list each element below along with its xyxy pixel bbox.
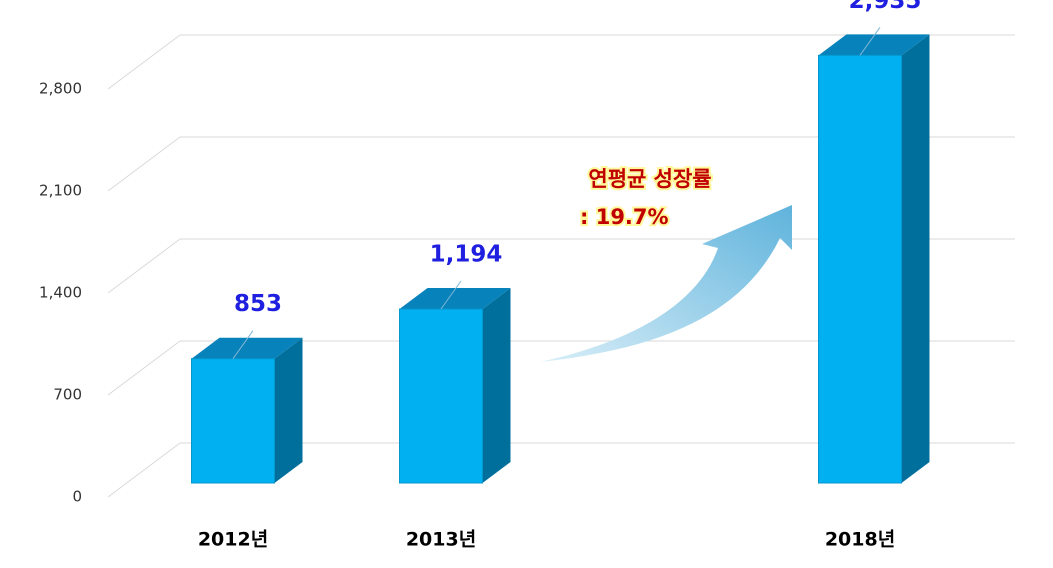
y-tick-label: 700 bbox=[53, 386, 82, 404]
grid-line bbox=[107, 34, 181, 90]
value-label: 2,935 bbox=[849, 0, 922, 14]
bar-side bbox=[901, 34, 930, 483]
value-label: 853 bbox=[234, 291, 282, 317]
y-tick-label: 1,400 bbox=[39, 284, 82, 302]
bar-front bbox=[191, 358, 275, 484]
bar-top bbox=[818, 34, 930, 56]
bar bbox=[818, 34, 930, 484]
grid-line bbox=[107, 136, 181, 192]
leader-line bbox=[440, 280, 462, 310]
growth-arrow bbox=[540, 205, 792, 362]
leader-line bbox=[859, 27, 881, 56]
bar-top bbox=[399, 288, 511, 310]
bar-side bbox=[482, 288, 511, 483]
x-tick-label: 2012년 bbox=[198, 529, 268, 551]
y-tick-label: 2,100 bbox=[39, 182, 82, 200]
grid-line bbox=[107, 442, 181, 498]
grid-line bbox=[107, 340, 181, 396]
x-tick-label: 2018년 bbox=[825, 529, 895, 551]
y-tick-label: 0 bbox=[72, 488, 82, 506]
value-label: 1,194 bbox=[430, 242, 503, 268]
leader-line bbox=[232, 330, 254, 359]
annotation: 연평균 성장률 bbox=[588, 167, 711, 191]
bar bbox=[191, 337, 303, 484]
y-tick-label: 2,800 bbox=[39, 80, 82, 98]
annotation: : 19.7% bbox=[580, 205, 669, 229]
grid-line bbox=[107, 238, 181, 294]
x-tick-label: 2013년 bbox=[406, 529, 476, 551]
bar-top bbox=[191, 337, 303, 359]
bar-front bbox=[818, 54, 902, 484]
bar-front bbox=[399, 308, 483, 484]
bar bbox=[399, 288, 511, 484]
bar-side bbox=[274, 337, 303, 483]
